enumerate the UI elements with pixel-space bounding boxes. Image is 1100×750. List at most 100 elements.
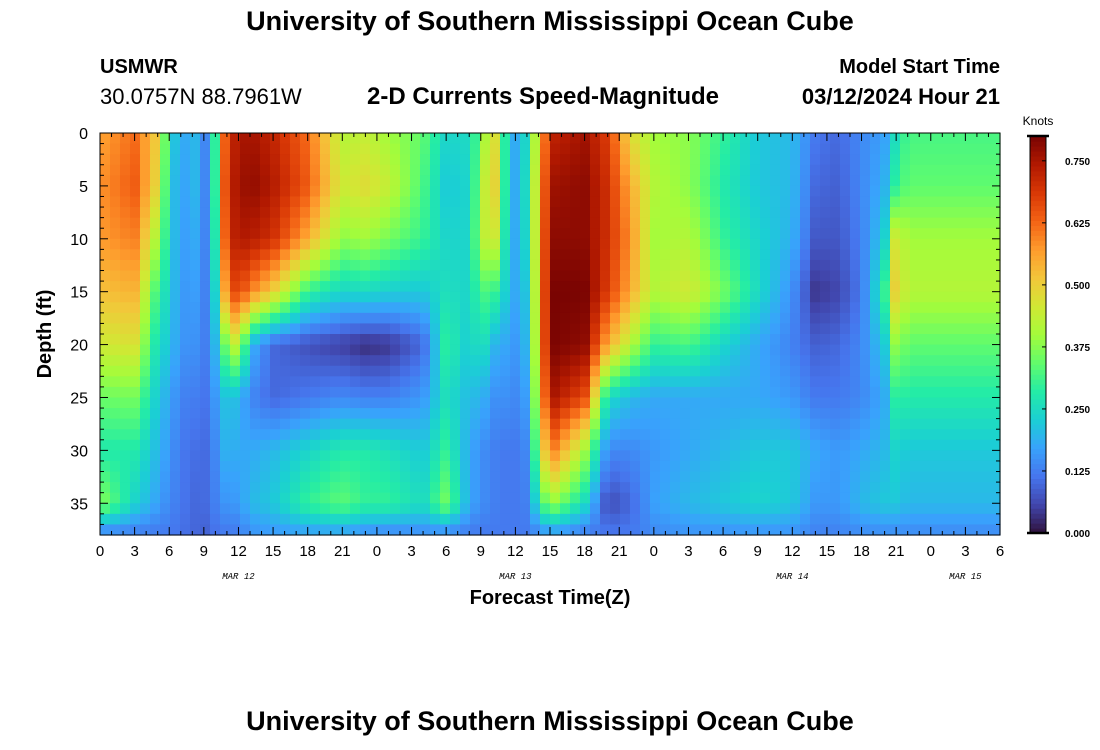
heatmap-cell xyxy=(930,175,941,187)
heatmap-cell xyxy=(500,185,511,198)
heatmap-cell xyxy=(650,471,661,483)
heatmap-cell xyxy=(550,471,561,483)
heatmap-cell xyxy=(410,365,421,377)
heatmap-cell xyxy=(930,503,941,515)
heatmap-cell xyxy=(410,291,421,303)
heatmap-cell xyxy=(590,450,601,462)
heatmap-cell xyxy=(370,513,381,526)
heatmap-cell xyxy=(150,482,161,494)
heatmap-cell xyxy=(880,439,891,451)
heatmap-cell xyxy=(330,302,341,314)
heatmap-cell xyxy=(520,386,531,399)
heatmap-cell xyxy=(230,450,241,462)
heatmap-cell xyxy=(940,312,951,325)
heatmap-cell xyxy=(880,513,891,526)
heatmap-cell xyxy=(810,238,821,250)
heatmap-cell xyxy=(380,450,391,462)
heatmap-cell xyxy=(560,460,571,473)
heatmap-cell xyxy=(970,334,981,346)
heatmap-cell xyxy=(590,344,601,356)
heatmap-cell xyxy=(440,249,451,261)
heatmap-cell xyxy=(740,460,751,473)
heatmap-cell xyxy=(960,386,971,399)
heatmap-cell xyxy=(850,376,861,388)
heatmap-cell xyxy=(860,418,871,430)
heatmap-cell xyxy=(370,312,381,325)
heatmap-cell xyxy=(230,291,241,303)
heatmap-cell xyxy=(570,365,581,377)
heatmap-cell xyxy=(650,133,661,145)
heatmap-cell xyxy=(480,429,491,441)
heatmap-cell xyxy=(100,397,111,409)
heatmap-cell xyxy=(980,185,991,198)
heatmap-cell xyxy=(260,397,271,409)
heatmap-cell xyxy=(600,386,611,399)
heatmap-cell xyxy=(480,365,491,377)
heatmap-cell xyxy=(300,482,311,494)
heatmap-cell xyxy=(990,238,1001,250)
heatmap-cell xyxy=(350,154,361,166)
heatmap-cell xyxy=(370,196,381,208)
heatmap-cell xyxy=(550,228,561,240)
heatmap-cell xyxy=(530,524,541,536)
heatmap-cell xyxy=(370,291,381,303)
heatmap-cell xyxy=(580,450,591,462)
heatmap-cell xyxy=(900,259,911,272)
heatmap-cell xyxy=(570,175,581,187)
heatmap-cell xyxy=(310,439,321,451)
heatmap-cell xyxy=(690,312,701,325)
heatmap-cell xyxy=(320,386,331,399)
heatmap-cell xyxy=(970,492,981,504)
heatmap-cell xyxy=(150,503,161,515)
heatmap-cell xyxy=(730,429,741,441)
heatmap-cell xyxy=(190,365,201,377)
heatmap-cell xyxy=(510,143,521,155)
heatmap-cell xyxy=(730,355,741,367)
heatmap-cell xyxy=(650,365,661,377)
heatmap-cell xyxy=(100,492,111,504)
heatmap-cell xyxy=(490,217,501,229)
heatmap-cell xyxy=(180,154,191,166)
heatmap-cell xyxy=(770,492,781,504)
heatmap-cell xyxy=(270,429,281,441)
date-label: MAR 14 xyxy=(776,572,808,582)
heatmap-cell xyxy=(630,355,641,367)
heatmap-cell xyxy=(550,302,561,314)
heatmap-cell xyxy=(990,376,1001,388)
heatmap-cell xyxy=(230,492,241,504)
heatmap-cell xyxy=(410,397,421,409)
heatmap-cell xyxy=(270,355,281,367)
heatmap-cell xyxy=(240,450,251,462)
heatmap-cell xyxy=(940,439,951,451)
heatmap-cell xyxy=(270,482,281,494)
heatmap-cell xyxy=(330,450,341,462)
heatmap-cell xyxy=(680,281,691,293)
heatmap-cell xyxy=(420,270,431,282)
heatmap-cell xyxy=(150,439,161,451)
heatmap-cell xyxy=(720,207,731,219)
x-tick-label: 9 xyxy=(200,543,208,560)
heatmap-cell xyxy=(310,323,321,335)
heatmap-cell xyxy=(930,154,941,166)
heatmap-cell xyxy=(850,524,861,536)
heatmap-cell xyxy=(580,460,591,473)
heatmap-cell xyxy=(510,408,521,420)
heatmap-cell xyxy=(850,418,861,430)
heatmap-cell xyxy=(460,175,471,187)
heatmap-cell xyxy=(760,196,771,208)
heatmap-cell xyxy=(490,238,501,250)
heatmap-cell xyxy=(790,291,801,303)
heatmap-cell xyxy=(370,143,381,155)
heatmap-cell xyxy=(860,312,871,325)
heatmap-cell xyxy=(780,334,791,346)
heatmap-cell xyxy=(760,302,771,314)
heatmap-cell xyxy=(630,344,641,356)
heatmap-cell xyxy=(320,270,331,282)
heatmap-cell xyxy=(270,471,281,483)
heatmap-cell xyxy=(750,450,761,462)
heatmap-cell xyxy=(760,397,771,409)
heatmap-cell xyxy=(260,334,271,346)
heatmap-cell xyxy=(930,270,941,282)
heatmap-cell xyxy=(720,302,731,314)
heatmap-cell xyxy=(330,355,341,367)
